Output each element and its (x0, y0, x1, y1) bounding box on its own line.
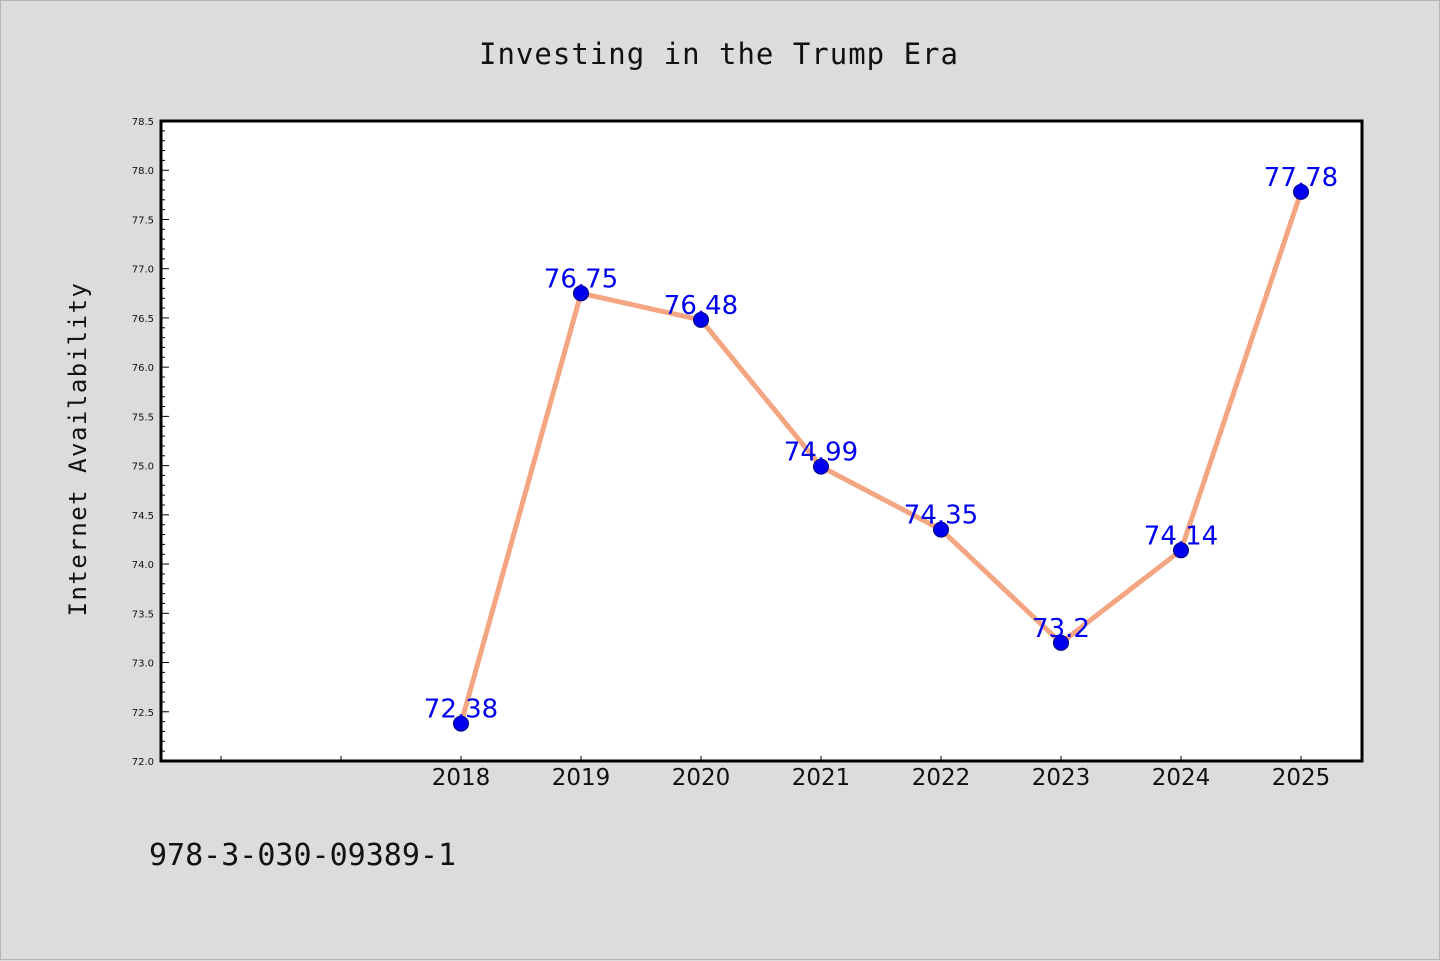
x-tick-label: 2023 (1032, 765, 1091, 791)
data-point-marker (813, 458, 829, 475)
y-tick-label: 76.0 (132, 363, 154, 374)
y-tick-label: 75.5 (132, 412, 154, 423)
data-label: 73.2 (1032, 614, 1090, 644)
x-tick-label: 2019 (552, 765, 611, 791)
data-label: 74.35 (904, 501, 978, 531)
y-tick-label: 72.0 (132, 757, 154, 768)
chart-title: Investing in the Trump Era (479, 37, 959, 71)
data-point-marker (933, 521, 949, 538)
data-label: 72.38 (424, 695, 498, 725)
plot-area (159, 119, 1364, 763)
footer-code: 978-3-030-09389-1 (149, 838, 456, 873)
y-tick-label: 72.5 (132, 708, 154, 719)
data-label-group: 72.38 76.75 76.48 74.99 74.35 73.2 74.14 77.78 (424, 163, 1338, 725)
y-tick-label: 78.5 (132, 117, 154, 128)
series-line-group (458, 189, 1304, 727)
data-label: 74.99 (784, 438, 858, 468)
data-label: 77.78 (1264, 163, 1338, 193)
x-tick-label: 2022 (912, 765, 971, 791)
data-label: 76.75 (544, 264, 618, 294)
y-tick-label: 74.0 (132, 560, 154, 571)
data-label: 74.14 (1144, 521, 1218, 551)
x-tick-label: 2018 (432, 765, 491, 791)
y-axis-label: Internet Availability (64, 282, 92, 617)
data-point-marker (1173, 542, 1189, 559)
marker-group (453, 183, 1309, 732)
x-tick-label: 2020 (672, 765, 731, 791)
y-tick-label: 75.0 (132, 462, 154, 473)
data-label: 76.48 (664, 291, 738, 321)
data-point-marker (1293, 183, 1309, 200)
y-tick-label: 77.0 (132, 265, 154, 276)
data-point-marker (693, 311, 709, 328)
data-point-marker (453, 715, 469, 732)
x-tick-label: 2025 (1272, 765, 1331, 791)
x-tick-label: 2024 (1152, 765, 1211, 791)
y-axis: 72.0 72.5 73.0 73.5 74.0 74.5 75.0 75.5 76.0 76.5… (132, 117, 169, 768)
x-axis: 2018 2019 2020 2021 2022 2023 2024 2025 (220, 756, 1331, 791)
x-tick-label: 2021 (792, 765, 851, 791)
data-point-marker (573, 285, 589, 302)
series-line (458, 189, 1304, 727)
y-tick-label: 78.0 (132, 166, 154, 177)
y-tick-label: 73.0 (132, 659, 154, 670)
y-tick-label: 77.5 (132, 215, 154, 226)
y-tick-label: 74.5 (132, 511, 154, 522)
data-point-marker (1053, 634, 1069, 651)
y-tick-label: 76.5 (132, 314, 154, 325)
y-tick-label: 73.5 (132, 609, 154, 620)
